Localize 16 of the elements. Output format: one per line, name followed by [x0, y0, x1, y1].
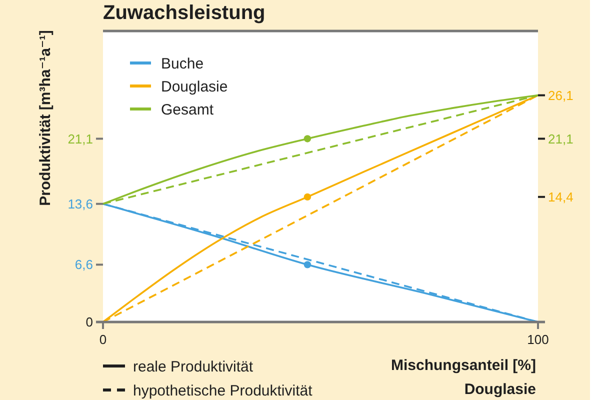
legend-label: Buche	[161, 55, 204, 72]
text: reale Produktivität	[133, 358, 254, 376]
legend-label: Gesamt	[161, 101, 214, 118]
y-tick-label: 13,6	[68, 196, 93, 212]
y-axis-title: Produktivität [m³ha⁻¹a⁻¹]	[37, 30, 54, 206]
y-tick-label: 21,1	[68, 131, 93, 146]
legend-label: Douglasie	[161, 78, 228, 96]
chart-title: Zuwachsleistung	[103, 2, 266, 24]
y-tick-label: 6,6	[74, 257, 93, 272]
x-axis-title: Mischungsanteil [%] Douglasie	[390, 357, 536, 398]
y2-tick-label: 26,1	[548, 88, 574, 103]
y2-tick-label: 14,4	[548, 189, 574, 204]
text: hypothetische Produktivität	[133, 382, 314, 400]
y2-tick-label: 21,1	[548, 131, 574, 146]
y-tick-label: 0	[86, 314, 93, 330]
x-tick-label: 100	[527, 332, 549, 347]
